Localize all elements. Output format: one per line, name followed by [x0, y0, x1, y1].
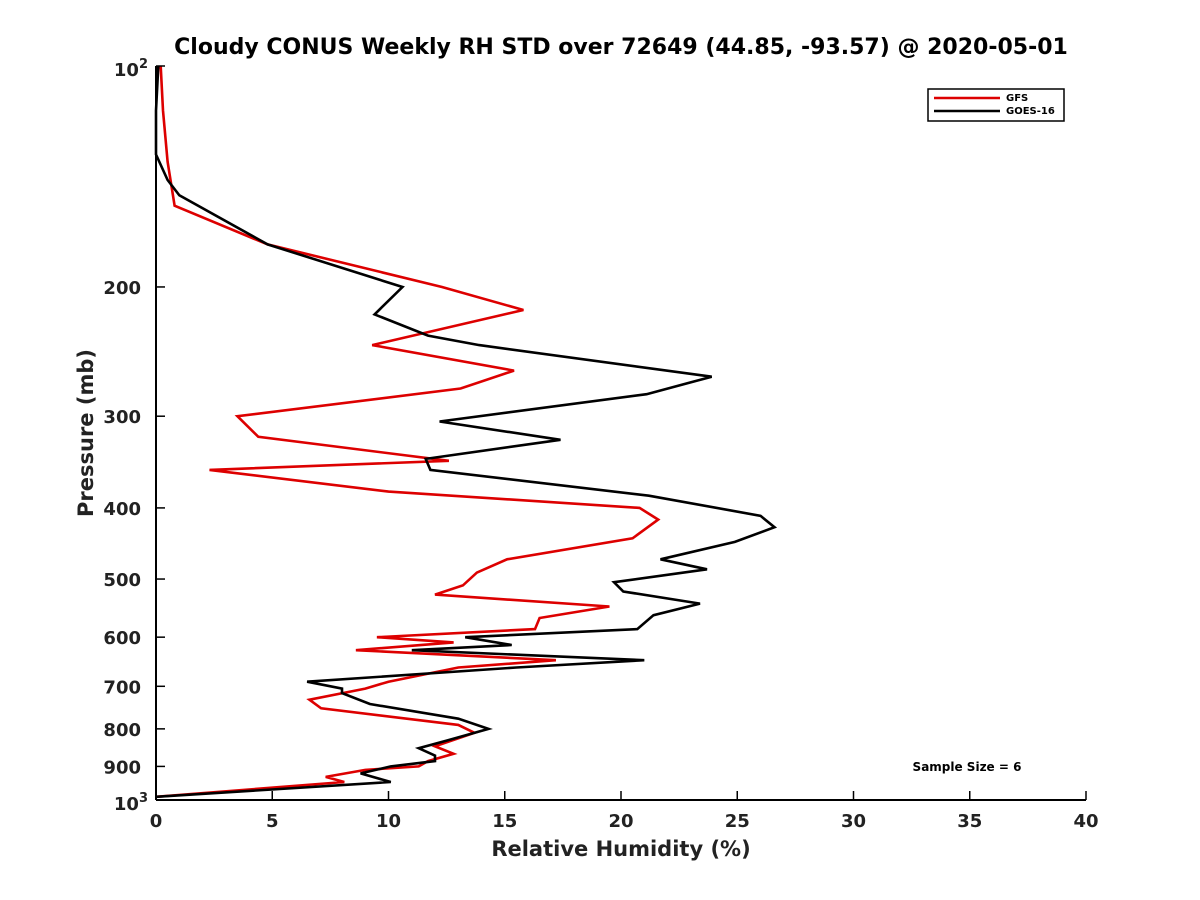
y-tick-label: 900 — [103, 757, 141, 778]
y-axis-label: Pressure (mb) — [74, 349, 98, 517]
x-axis-label: Relative Humidity (%) — [491, 837, 750, 861]
y-tick-label: 300 — [103, 407, 141, 428]
y-tick-label: 800 — [103, 720, 141, 741]
x-tick-label: 25 — [725, 811, 750, 832]
x-tick-label: 40 — [1073, 811, 1098, 832]
y-tick-label: 700 — [103, 677, 141, 698]
y-tick-label: 200 — [103, 278, 141, 299]
y-tick-label: 102 — [114, 57, 148, 81]
x-tick-label: 10 — [376, 811, 401, 832]
y-tick-label: 103 — [114, 791, 148, 815]
x-tick-label: 20 — [608, 811, 633, 832]
y-tick-label: 500 — [103, 570, 141, 591]
x-tick-label: 30 — [841, 811, 866, 832]
x-tick-label: 35 — [957, 811, 982, 832]
legend-label-goes-16: GOES-16 — [1006, 106, 1055, 117]
series-line-gfs — [155, 65, 661, 799]
legend-label-gfs: GFS — [1006, 93, 1028, 104]
legend-box — [927, 88, 1065, 122]
legend: GFS GOES-16 — [927, 88, 1065, 122]
x-tick-label: 15 — [492, 811, 517, 832]
x-tick-label: 5 — [266, 811, 279, 832]
y-tick-label: 400 — [103, 499, 141, 520]
y-ticks: 102 200 300 400 500 600 700 800 900 103 — [103, 57, 165, 815]
chart-title: Cloudy CONUS Weekly RH STD over 72649 (4… — [174, 35, 1068, 60]
series-layer — [154, 65, 778, 799]
y-tick-label: 600 — [103, 628, 141, 649]
sample-size-annotation: Sample Size = 6 — [913, 760, 1022, 774]
series-line-goes-16 — [154, 65, 778, 799]
x-ticks: 0 5 10 15 20 25 30 35 40 — [150, 791, 1099, 832]
x-tick-label: 0 — [150, 811, 163, 832]
